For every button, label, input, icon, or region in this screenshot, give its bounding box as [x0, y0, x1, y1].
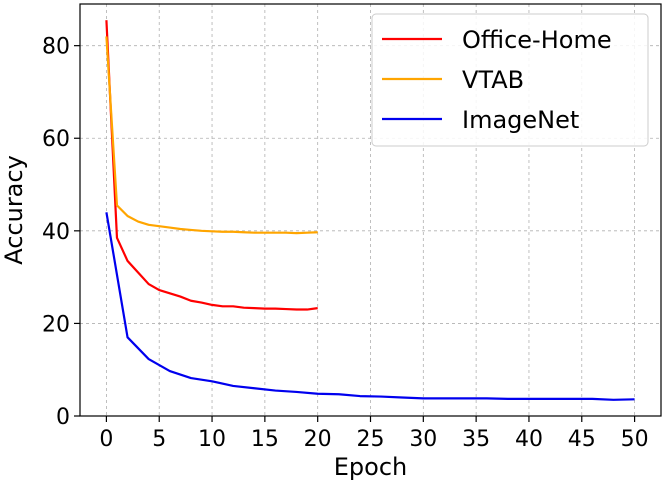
series-line-vtab	[105, 36, 318, 235]
legend-label-office-home: Office-Home	[462, 26, 612, 54]
y-tick-label: 20	[42, 312, 70, 337]
legend: Office-Home VTAB ImageNet	[371, 13, 649, 147]
x-axis-label: Epoch	[334, 453, 408, 481]
x-tick-label: 40	[515, 427, 543, 452]
y-axis-label: Accuracy	[0, 155, 28, 265]
x-tick-label: 25	[357, 427, 385, 452]
x-tick-label: 20	[304, 427, 332, 452]
series-line-office-home	[105, 20, 318, 311]
y-tick-label: 60	[42, 127, 70, 152]
legend-label-imagenet: ImageNet	[462, 106, 579, 134]
x-tick-label: 30	[409, 427, 437, 452]
x-tick-label: 50	[621, 427, 649, 452]
x-tick-label: 15	[251, 427, 279, 452]
x-tick-label: 35	[462, 427, 490, 452]
x-tick-label: 5	[152, 427, 166, 452]
series-layer	[105, 20, 635, 401]
x-tick-label: 0	[99, 427, 113, 452]
y-axis: 0 20 40 60 80	[42, 35, 80, 430]
y-tick-label: 0	[56, 405, 70, 430]
legend-label-vtab: VTAB	[462, 66, 524, 94]
y-tick-label: 80	[42, 35, 70, 60]
x-tick-label: 10	[198, 427, 226, 452]
x-axis: 0 5 10 15 20 25 30 35 40 45 50	[99, 416, 649, 452]
x-tick-label: 45	[568, 427, 596, 452]
series-line-imagenet	[105, 212, 635, 401]
legend-box	[371, 13, 649, 147]
y-tick-label: 40	[42, 220, 70, 245]
